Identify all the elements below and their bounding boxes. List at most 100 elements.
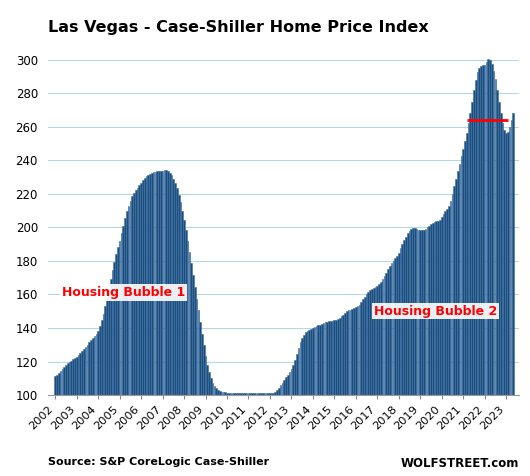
Bar <box>448 206 449 395</box>
Bar <box>482 66 484 395</box>
Bar <box>208 372 210 395</box>
Bar <box>335 320 337 395</box>
Bar <box>323 323 324 395</box>
Bar <box>287 375 289 395</box>
Bar <box>135 190 137 395</box>
Bar <box>496 90 498 395</box>
Bar <box>67 363 68 395</box>
Bar <box>121 233 122 395</box>
Bar <box>153 172 154 395</box>
Bar <box>473 90 475 395</box>
Bar <box>453 186 455 395</box>
Bar <box>205 356 206 395</box>
Bar <box>258 393 260 395</box>
Bar <box>351 309 353 395</box>
Bar <box>513 113 514 395</box>
Bar <box>394 258 396 395</box>
Bar <box>244 393 246 395</box>
Bar <box>196 298 197 395</box>
Bar <box>434 222 435 395</box>
Bar <box>328 321 330 395</box>
Bar <box>432 223 434 395</box>
Bar <box>70 360 72 395</box>
Bar <box>72 359 74 395</box>
Bar <box>90 340 92 395</box>
Bar <box>151 173 153 395</box>
Bar <box>509 127 510 395</box>
Bar <box>303 335 305 395</box>
Bar <box>373 288 375 395</box>
Bar <box>326 322 328 395</box>
Bar <box>485 62 487 395</box>
Bar <box>189 252 190 395</box>
Bar <box>149 174 151 395</box>
Bar <box>194 287 196 395</box>
Bar <box>192 275 194 395</box>
Bar <box>126 211 128 395</box>
Bar <box>174 183 176 395</box>
Bar <box>382 279 384 395</box>
Bar <box>210 378 211 395</box>
Bar <box>129 200 131 395</box>
Bar <box>140 183 142 395</box>
Bar <box>80 354 81 395</box>
Bar <box>439 220 441 395</box>
Bar <box>396 256 398 395</box>
Bar <box>241 393 242 395</box>
Bar <box>409 231 410 395</box>
Bar <box>233 393 235 395</box>
Bar <box>461 156 462 395</box>
Bar <box>215 388 217 395</box>
Bar <box>58 373 59 395</box>
Bar <box>235 393 237 395</box>
Bar <box>332 321 333 395</box>
Bar <box>330 321 332 395</box>
Bar <box>389 266 391 395</box>
Bar <box>138 186 140 395</box>
Bar <box>324 322 326 395</box>
Bar <box>81 351 83 395</box>
Bar <box>457 171 458 395</box>
Bar <box>248 393 249 395</box>
Bar <box>144 178 146 395</box>
Bar <box>353 308 355 395</box>
Bar <box>346 311 348 395</box>
Bar <box>176 188 178 395</box>
Bar <box>475 80 476 395</box>
Bar <box>355 307 357 395</box>
Bar <box>414 228 416 395</box>
Bar <box>199 322 201 395</box>
Bar <box>405 237 407 395</box>
Bar <box>128 206 129 395</box>
Bar <box>74 358 76 395</box>
Bar <box>219 391 220 395</box>
Bar <box>298 348 299 395</box>
Bar <box>122 226 124 395</box>
Bar <box>480 66 482 395</box>
Bar <box>436 221 437 395</box>
Bar <box>101 320 103 395</box>
Bar <box>275 392 276 395</box>
Bar <box>164 170 165 395</box>
Bar <box>190 263 192 395</box>
Bar <box>315 327 317 395</box>
Bar <box>229 393 232 395</box>
Bar <box>272 393 275 395</box>
Bar <box>299 342 301 395</box>
Bar <box>418 230 419 395</box>
Bar <box>321 324 323 395</box>
Bar <box>367 292 369 395</box>
Bar <box>104 306 106 395</box>
Bar <box>348 310 349 395</box>
Bar <box>228 393 229 395</box>
Bar <box>257 393 258 395</box>
Bar <box>412 228 414 395</box>
Bar <box>146 176 147 395</box>
Bar <box>56 375 58 395</box>
Bar <box>494 79 496 395</box>
Bar <box>507 132 509 395</box>
Bar <box>308 330 310 395</box>
Bar <box>160 171 162 395</box>
Bar <box>76 357 77 395</box>
Bar <box>285 377 287 395</box>
